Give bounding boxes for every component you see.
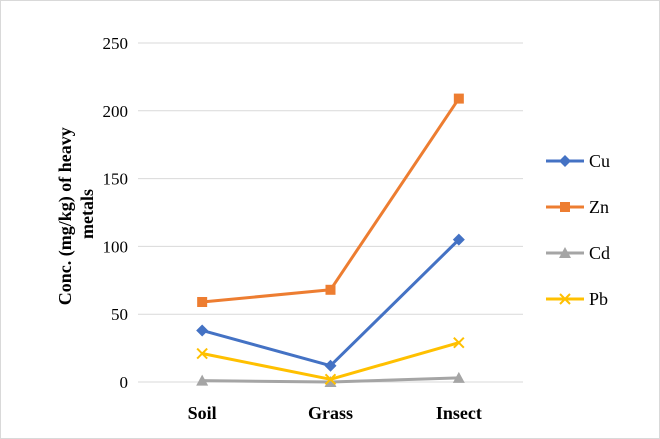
legend-label: Cd — [589, 243, 610, 263]
data-point-cd — [452, 371, 465, 383]
y-tick-label: 100 — [103, 237, 129, 256]
y-tick-label: 50 — [111, 305, 128, 324]
data-point-cd — [196, 374, 209, 386]
data-point-zn — [325, 284, 336, 295]
data-point-zn — [197, 296, 208, 307]
x-category-label: Grass — [308, 403, 353, 423]
series-line-cu — [200, 238, 461, 368]
series-lines — [196, 93, 465, 387]
data-point-cu — [196, 324, 209, 337]
legend-item-cd: Cd — [546, 243, 610, 263]
data-point-pb — [196, 347, 208, 360]
data-point-cu — [452, 233, 465, 246]
legend-marker — [560, 202, 570, 212]
y-tick-label: 150 — [103, 170, 129, 189]
x-category-label: Soil — [188, 403, 217, 423]
legend-label: Cu — [589, 151, 610, 171]
y-axis-ticks: 0 50 100 150 200 250 — [103, 34, 129, 392]
legend-marker — [559, 155, 571, 167]
data-point-pb — [453, 336, 465, 349]
legend-item-cu: Cu — [546, 151, 610, 171]
series-pb — [196, 336, 465, 385]
x-axis-categories: Soil Grass Insect — [188, 403, 482, 423]
y-tick-label: 0 — [120, 373, 129, 392]
series-zn — [197, 93, 464, 307]
data-point-cu — [324, 359, 337, 372]
legend-label: Zn — [589, 197, 609, 217]
legend-marker — [559, 293, 571, 305]
legend-label: Pb — [589, 289, 608, 309]
y-tick-label: 200 — [103, 102, 129, 121]
gridlines — [138, 42, 523, 383]
legend-item-zn: Zn — [546, 197, 609, 217]
legend-item-pb: Pb — [546, 289, 608, 309]
y-axis-title-line-2: metals — [77, 189, 97, 239]
series-line-zn — [200, 97, 461, 304]
y-tick-label: 250 — [103, 34, 129, 53]
legend: Cu Zn Cd Pb — [546, 151, 610, 309]
legend-marker — [559, 247, 571, 258]
y-axis-title-line-1: Conc. (mg/kg) of heavy — [55, 127, 76, 305]
data-point-zn — [453, 93, 464, 104]
series-cd — [196, 371, 465, 387]
data-point-pb — [324, 373, 337, 385]
x-category-label: Insect — [436, 403, 482, 423]
series-cu — [196, 233, 465, 372]
data-point-cd — [324, 376, 337, 387]
y-axis-title: Conc. (mg/kg) of heavy metals — [55, 123, 97, 306]
